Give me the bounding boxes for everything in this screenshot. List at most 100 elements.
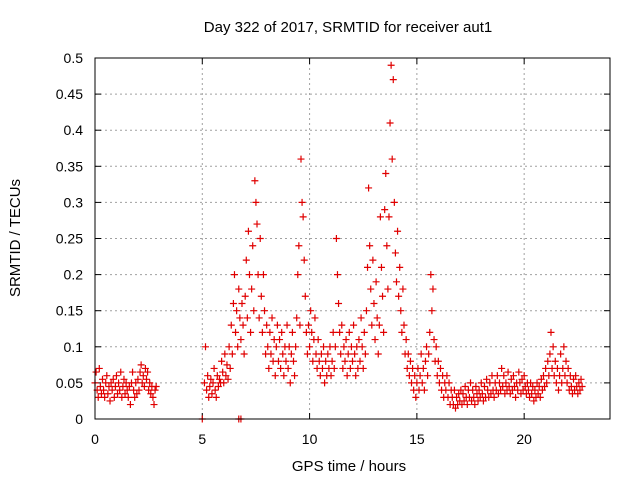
data-point: [211, 386, 219, 394]
data-point: [106, 397, 114, 405]
data-point: [526, 393, 534, 401]
data-point: [251, 177, 259, 185]
data-point: [131, 393, 139, 401]
data-point: [520, 372, 528, 380]
y-tick-label: 0.45: [56, 86, 83, 102]
data-point: [258, 328, 266, 336]
data-point: [373, 314, 381, 322]
data-point: [257, 292, 265, 300]
data-point: [272, 343, 280, 351]
data-point: [518, 375, 526, 383]
x-tick-label: 5: [198, 431, 206, 447]
data-point: [132, 379, 140, 387]
data-point: [204, 372, 212, 380]
data-point: [386, 119, 394, 127]
data-point: [467, 379, 475, 387]
data-point: [92, 368, 100, 376]
data-point: [387, 61, 395, 69]
data-point: [246, 271, 253, 279]
data-point: [381, 206, 389, 214]
data-point: [428, 307, 436, 315]
data-point: [327, 372, 335, 380]
data-point: [307, 307, 315, 315]
data-point: [504, 368, 512, 376]
data-point: [226, 364, 234, 372]
data-point: [242, 256, 250, 264]
data-point: [502, 379, 510, 387]
data-point: [94, 393, 102, 401]
data-point: [119, 383, 127, 391]
data-point: [469, 386, 477, 394]
data-point: [516, 379, 524, 387]
data-point: [244, 227, 252, 235]
data-point: [224, 375, 232, 383]
data-point: [219, 368, 227, 376]
data-point: [421, 357, 429, 365]
data-point: [329, 328, 337, 336]
data-point: [253, 220, 261, 228]
x-axis-label: GPS time / hours: [292, 458, 406, 475]
x-tick-label: 15: [409, 431, 425, 447]
data-point: [436, 364, 444, 372]
data-point: [338, 321, 346, 329]
data-point: [371, 336, 379, 344]
data-point: [430, 336, 438, 344]
data-point: [215, 375, 223, 383]
data-point: [264, 343, 272, 351]
data-point: [212, 393, 220, 401]
data-point: [223, 361, 231, 369]
data-point: [483, 375, 491, 383]
data-point: [123, 386, 131, 394]
data-point: [475, 386, 483, 394]
data-point: [282, 357, 290, 365]
data-point: [145, 386, 153, 394]
data-point: [237, 336, 245, 344]
data-point: [114, 390, 122, 398]
data-point: [398, 328, 406, 336]
data-point: [311, 314, 319, 322]
data-point: [220, 379, 228, 387]
data-point: [404, 350, 412, 358]
data-point: [572, 372, 580, 380]
data-point: [497, 386, 505, 394]
data-point: [332, 235, 340, 242]
data-point: [280, 372, 288, 380]
data-point: [498, 364, 506, 372]
data-point: [213, 372, 221, 380]
data-point: [359, 364, 367, 372]
data-point: [265, 364, 273, 372]
data-point: [96, 383, 104, 391]
data-point: [423, 343, 431, 351]
data-point: [285, 343, 293, 351]
data-point: [139, 372, 147, 380]
data-point: [274, 357, 282, 365]
chart-title: Day 322 of 2017, SRMTID for receiver aut…: [204, 19, 492, 36]
data-point: [228, 350, 236, 358]
data-point: [299, 213, 307, 221]
data-point: [266, 328, 274, 336]
data-point: [225, 343, 233, 351]
data-point: [133, 390, 141, 398]
data-point: [336, 328, 344, 336]
data-point: [284, 364, 292, 372]
data-point: [397, 307, 405, 315]
y-tick-label: 0.35: [56, 158, 83, 174]
data-point: [333, 271, 341, 279]
data-point: [300, 256, 308, 264]
data-point: [259, 271, 267, 279]
data-point: [209, 379, 217, 387]
data-point: [144, 368, 152, 376]
data-point: [542, 364, 550, 372]
y-tick-label: 0.5: [64, 50, 84, 66]
data-point: [362, 307, 370, 315]
data-point: [463, 401, 471, 409]
data-point: [574, 390, 582, 398]
data-point: [315, 357, 323, 365]
data-point: [551, 357, 559, 365]
data-point: [210, 364, 218, 372]
data-point: [389, 76, 397, 84]
data-point: [395, 292, 403, 300]
data-point: [366, 242, 374, 250]
data-point: [95, 364, 103, 372]
data-point: [107, 379, 115, 387]
